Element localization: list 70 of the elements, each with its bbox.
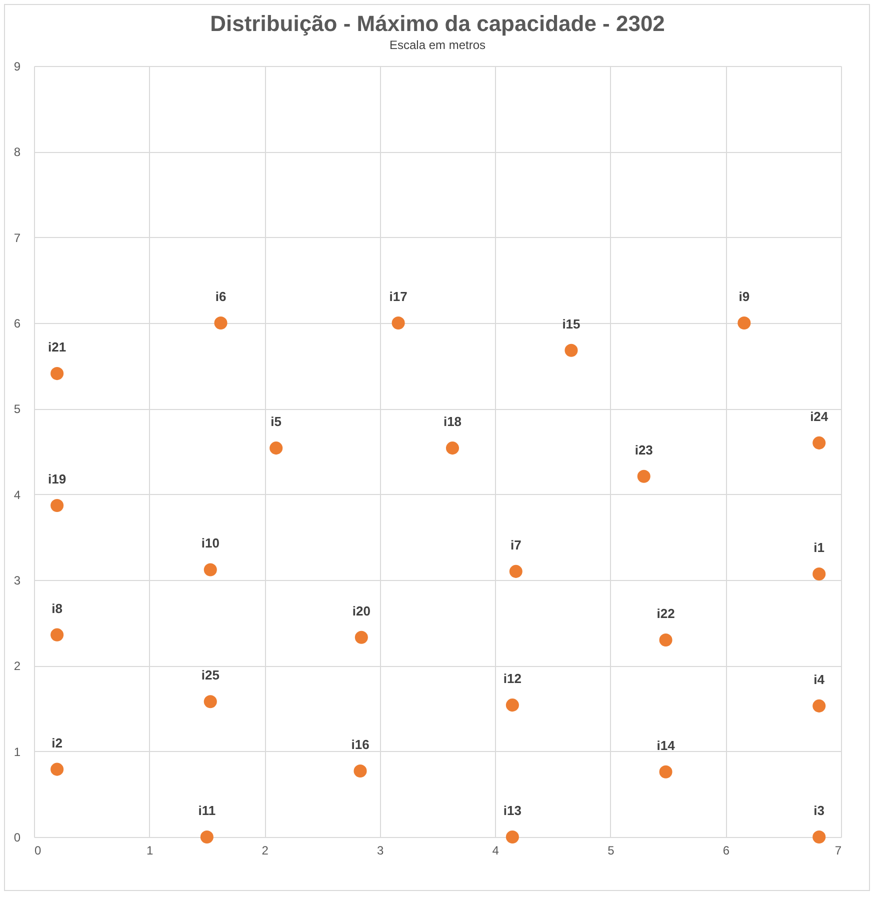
- annotation: i17: [389, 289, 408, 304]
- point: [50, 498, 64, 512]
- annotation: i16: [351, 737, 370, 752]
- annotation: i15: [562, 316, 580, 332]
- y-tick-label: 1: [14, 744, 21, 759]
- annotation: i24: [810, 408, 829, 424]
- x-tick-label: 1: [146, 844, 154, 858]
- point: [738, 316, 751, 330]
- annotation: i19: [48, 471, 66, 486]
- x-tick-label: 6: [722, 844, 730, 858]
- annotation: i14: [656, 738, 676, 753]
- point: [204, 563, 217, 576]
- y-tick-label: 9: [14, 60, 21, 74]
- annotation: i21: [48, 340, 66, 355]
- annotation: i5: [270, 414, 282, 430]
- x-tick-label: 5: [608, 844, 615, 858]
- point: [392, 316, 405, 330]
- annotation: i7: [510, 537, 522, 552]
- point: [214, 316, 228, 330]
- annotation: i23: [634, 442, 653, 458]
- y-tick-label: 6: [14, 316, 21, 330]
- y-tick-label: 7: [14, 230, 21, 245]
- point: [200, 830, 214, 844]
- point: [50, 628, 64, 642]
- annotation: i20: [352, 603, 370, 618]
- annotation: i1: [814, 540, 825, 556]
- point: [812, 830, 826, 844]
- annotation: i3: [814, 803, 825, 818]
- annotation: i2: [52, 735, 62, 750]
- annotation: i22: [656, 606, 675, 621]
- point: [506, 698, 519, 712]
- annotation: i25: [201, 668, 220, 683]
- point: [812, 699, 826, 712]
- point: [509, 564, 522, 578]
- annotation: i12: [503, 671, 522, 686]
- y-tick-label: 4: [14, 488, 21, 502]
- annotation: i6: [215, 289, 226, 304]
- x-tick-label: 2: [262, 844, 269, 858]
- point: [812, 436, 826, 450]
- annotation: i10: [201, 536, 220, 551]
- annotation: i11: [198, 803, 216, 818]
- y-tick-label: 5: [14, 402, 21, 416]
- x-tick-label: 0: [34, 844, 42, 858]
- annotation: i18: [443, 414, 462, 430]
- annotation: i13: [503, 803, 522, 818]
- point: [564, 344, 578, 357]
- point: [354, 764, 367, 778]
- point: [637, 470, 650, 483]
- point: [50, 762, 64, 776]
- y-tick-label: 0: [14, 830, 21, 844]
- y-tick-label: 2: [14, 659, 21, 674]
- y-tick-label: 3: [14, 574, 21, 588]
- point: [204, 695, 217, 708]
- point: [506, 830, 519, 844]
- point: [446, 442, 460, 455]
- point: [659, 633, 672, 646]
- point: [812, 567, 826, 581]
- x-tick-label: 4: [492, 844, 500, 858]
- point: [50, 367, 64, 380]
- annotation: i9: [738, 289, 750, 304]
- point: [270, 442, 283, 455]
- annotation: i8: [52, 600, 62, 616]
- point: [354, 630, 368, 644]
- y-tick-label: 8: [14, 145, 21, 160]
- chart-subtitle: Escala em metros: [389, 38, 486, 52]
- x-tick-label: 7: [834, 844, 842, 858]
- chart-title: Distribuição - Máximo da capacidade - 2302: [210, 11, 665, 36]
- point: [659, 765, 672, 778]
- x-tick-label: 3: [377, 844, 384, 858]
- annotation: i4: [814, 672, 826, 687]
